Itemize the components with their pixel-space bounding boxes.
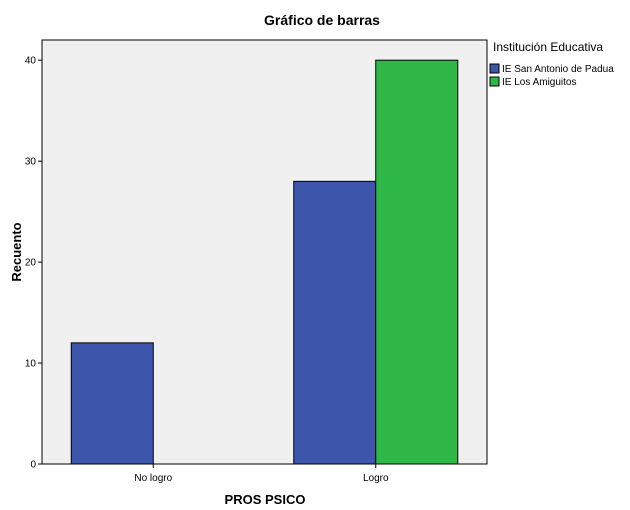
bar bbox=[375, 59, 459, 465]
legend-label: IE Los Amiguitos bbox=[502, 77, 576, 88]
legend-title: Institución Educativa bbox=[493, 40, 603, 54]
legend-swatch bbox=[489, 63, 500, 74]
y-tick-label: 20 bbox=[25, 258, 37, 269]
x-axis: No logro Logro bbox=[134, 464, 389, 484]
legend-swatch bbox=[489, 76, 500, 87]
legend: IE San Antonio de Padua IE Los Amiguitos bbox=[489, 63, 614, 88]
y-tick-label: 40 bbox=[25, 56, 37, 67]
chart-title: Gráfico de barras bbox=[264, 12, 380, 28]
y-axis-title: Recuento bbox=[9, 222, 24, 281]
legend-label: IE San Antonio de Padua bbox=[502, 64, 614, 75]
y-axis: 0 10 20 30 40 bbox=[25, 56, 42, 471]
x-tick-label: No logro bbox=[134, 473, 172, 484]
bar bbox=[70, 342, 154, 465]
x-axis-title: PROS PSICO bbox=[225, 492, 306, 507]
y-tick-label: 30 bbox=[25, 157, 37, 168]
y-tick-label: 0 bbox=[30, 460, 36, 471]
bars-group bbox=[70, 59, 459, 465]
x-tick-label: Logro bbox=[363, 473, 389, 484]
bar bbox=[293, 180, 377, 465]
y-tick-label: 10 bbox=[25, 359, 37, 370]
